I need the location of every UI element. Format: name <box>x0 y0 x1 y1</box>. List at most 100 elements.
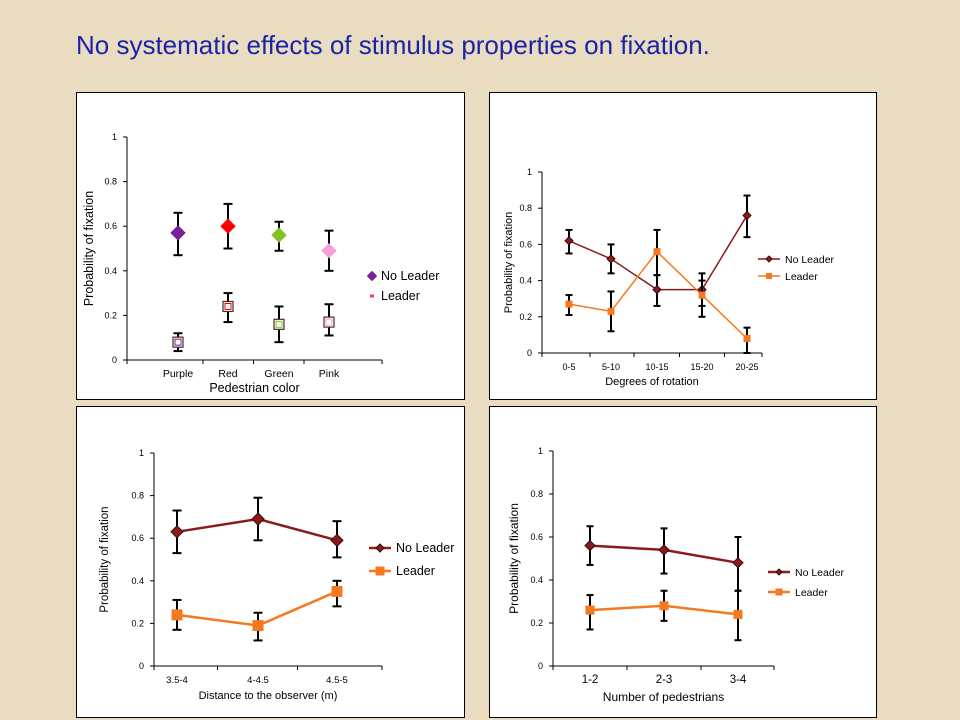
x-tick-label: 15-20 <box>690 362 713 372</box>
data-point-leader-inner <box>224 302 232 310</box>
legend-label: No Leader <box>396 541 454 555</box>
legend-marker <box>775 568 783 576</box>
chart-number-of-pedestrians: 0 0.2 0.4 0.6 0.8 1 1-2 2-3 3-4 Number of pedestr… <box>507 446 845 704</box>
y-tick-label: 1 <box>112 132 117 142</box>
data-point-no-leader <box>321 243 337 259</box>
y-tick-label: 0.6 <box>530 532 543 542</box>
x-tick-label: 4.5-5 <box>326 675 348 686</box>
x-tick-label: 20-25 <box>735 362 758 372</box>
x-tick-label: 2-3 <box>656 674 673 686</box>
data-point-leader <box>172 336 184 348</box>
y-tick-label: 0.6 <box>104 221 117 231</box>
x-tick-label: 0-5 <box>562 362 575 372</box>
y-tick-label: 0 <box>538 661 543 671</box>
data-point-leader <box>331 585 343 597</box>
data-point-leader <box>273 318 285 330</box>
x-axis-label: Pedestrian color <box>209 381 299 395</box>
data-point-leader <box>252 620 264 632</box>
chart-distance-to-observer: 0 0.2 0.4 0.6 0.8 1 3.5-4 4-4.5 4.5-5 Distance to… <box>99 448 454 702</box>
data-point-leader-inner <box>174 338 182 346</box>
y-tick-label: 0.8 <box>131 491 144 501</box>
legend-label: Leader <box>381 289 420 303</box>
y-tick-label: 0.8 <box>530 489 543 499</box>
data-point-leader <box>323 316 335 328</box>
legend-label: No Leader <box>795 567 845 579</box>
data-point-leader-inner <box>275 320 283 328</box>
chart-degrees-of-rotation: 0 0.2 0.4 0.6 0.8 1 0-5 5-10 10-15 15-20 20-25 Degr… <box>503 167 835 388</box>
x-tick-label: 3.5-4 <box>166 675 188 686</box>
legend-marker <box>766 273 772 279</box>
y-tick-label: 1 <box>139 448 144 458</box>
y-tick-label: 0 <box>527 348 532 358</box>
y-tick-label: 1 <box>527 167 532 177</box>
legend-marker <box>370 294 374 298</box>
data-point-no-leader <box>170 525 184 539</box>
y-axis-label: Probability of fixation <box>507 503 521 614</box>
y-tick-label: 0 <box>139 661 144 671</box>
data-point-leader <box>698 291 706 299</box>
y-tick-label: 0.8 <box>104 177 117 187</box>
x-tick-label: 10-15 <box>645 362 668 372</box>
data-point-no-leader <box>652 284 662 295</box>
x-tick-label: Red <box>218 368 237 380</box>
y-tick-label: 0.4 <box>530 575 543 585</box>
y-axis-label: Probability of fixation <box>503 212 515 314</box>
data-point-leader-inner <box>325 318 333 326</box>
x-tick-label: 1-2 <box>582 674 599 686</box>
data-point-no-leader <box>584 539 596 552</box>
data-point-no-leader <box>330 533 344 548</box>
y-tick-label: 0.6 <box>131 533 144 543</box>
y-tick-label: 0.2 <box>131 618 144 628</box>
data-point-leader <box>653 248 661 256</box>
chart-pedestrian-color: 0 0.2 0.4 0.6 0.8 1 Purple Red Green Pink Pedestri… <box>82 132 439 395</box>
slide-title: No systematic effects of stimulus proper… <box>76 30 710 60</box>
x-tick-label: 5-10 <box>602 362 620 372</box>
data-point-leader <box>733 609 743 619</box>
legend-label: No Leader <box>785 254 835 266</box>
chart-panel-distance-observer: 0 0.2 0.4 0.6 0.8 1 3.5-4 4-4.5 4.5-5 Distance to… <box>76 406 465 718</box>
x-tick-label: Purple <box>163 368 194 380</box>
data-point-no-leader <box>170 225 186 241</box>
legend-marker <box>775 588 783 596</box>
data-point-leader <box>607 307 615 315</box>
x-tick-label: 3-4 <box>730 674 747 686</box>
y-tick-label: 0.2 <box>519 312 532 322</box>
chart-panel-degrees-rotation: 0 0.2 0.4 0.6 0.8 1 0-5 5-10 10-15 15-20 20-25 Degr… <box>489 92 877 400</box>
legend-label: Leader <box>785 271 818 283</box>
x-tick-label: 4-4.5 <box>247 675 269 686</box>
y-tick-label: 0.4 <box>104 266 117 276</box>
data-point-leader <box>222 300 234 313</box>
y-tick-label: 0 <box>112 355 117 365</box>
data-point-no-leader <box>564 236 574 246</box>
legend-label: No Leader <box>381 269 439 283</box>
y-tick-label: 0.4 <box>131 576 144 586</box>
legend-marker <box>375 566 385 576</box>
y-tick-label: 0.6 <box>519 239 532 249</box>
x-axis-label: Distance to the observer (m) <box>199 690 338 702</box>
y-axis-label: Probability of fixation <box>82 191 96 306</box>
y-tick-label: 0.2 <box>530 618 543 628</box>
data-point-no-leader <box>606 254 616 264</box>
legend-marker <box>375 543 385 553</box>
chart-panel-pedestrian-color: 0 0.2 0.4 0.6 0.8 1 Purple Red Green Pink Pedestri… <box>76 92 465 400</box>
data-point-leader <box>659 601 669 611</box>
data-point-leader <box>743 335 751 343</box>
data-point-leader <box>585 605 595 615</box>
y-axis-label: Probability of fixation <box>99 506 111 612</box>
legend-label: Leader <box>795 587 828 599</box>
data-point-no-leader <box>251 512 265 526</box>
data-point-leader <box>171 609 183 621</box>
y-tick-label: 0.2 <box>104 310 117 320</box>
data-point-no-leader <box>658 544 670 556</box>
legend-label: Leader <box>396 564 435 578</box>
y-tick-label: 1 <box>538 446 543 456</box>
data-point-no-leader <box>271 227 287 243</box>
data-point-leader <box>565 300 573 308</box>
data-point-no-leader <box>732 557 744 569</box>
y-tick-label: 0.8 <box>519 203 532 213</box>
legend-marker <box>366 270 378 282</box>
x-tick-label: Pink <box>319 368 340 380</box>
x-axis-label: Number of pedestrians <box>603 690 724 704</box>
x-tick-label: Green <box>264 368 293 380</box>
data-point-no-leader <box>742 210 752 221</box>
